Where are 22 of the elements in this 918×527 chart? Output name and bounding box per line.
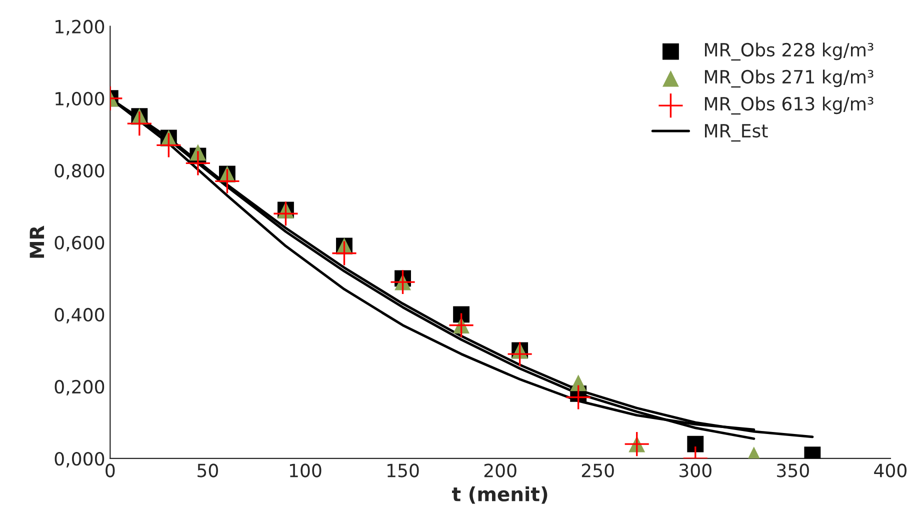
x-tick-label: 300 xyxy=(680,464,712,478)
legend-label: MR_Obs 271 kg/m³ xyxy=(704,70,874,88)
y-tick-label: 0,000 xyxy=(54,452,104,468)
y-tick-label: 1,200 xyxy=(56,20,104,36)
y-tick-label: 0,800 xyxy=(54,164,104,180)
y-tick-label: 1,000 xyxy=(56,92,104,108)
x-tick-label: 400 xyxy=(874,464,906,478)
y-tick-label: 0,600 xyxy=(54,236,104,252)
x-tick-label: 200 xyxy=(484,464,516,478)
x-tick-label: 150 xyxy=(388,464,419,478)
x-axis-title: t (menit) xyxy=(452,486,548,504)
x-tick-label: 100 xyxy=(290,464,322,478)
legend-label: MR_Obs 613 kg/m³ xyxy=(704,96,874,115)
legend-label: MR_Est xyxy=(704,124,768,142)
x-tick-label: 50 xyxy=(198,464,218,478)
x-tick-label: 0 xyxy=(106,464,115,478)
y-tick-label: 0,200 xyxy=(54,380,104,396)
y-tick-label: 0,400 xyxy=(54,308,104,324)
x-tick-label: 350 xyxy=(777,464,809,478)
x-tick-label: 250 xyxy=(582,464,614,478)
y-axis-title: MR xyxy=(30,226,44,258)
legend-label: MR_Obs 228 kg/m³ xyxy=(704,42,874,61)
